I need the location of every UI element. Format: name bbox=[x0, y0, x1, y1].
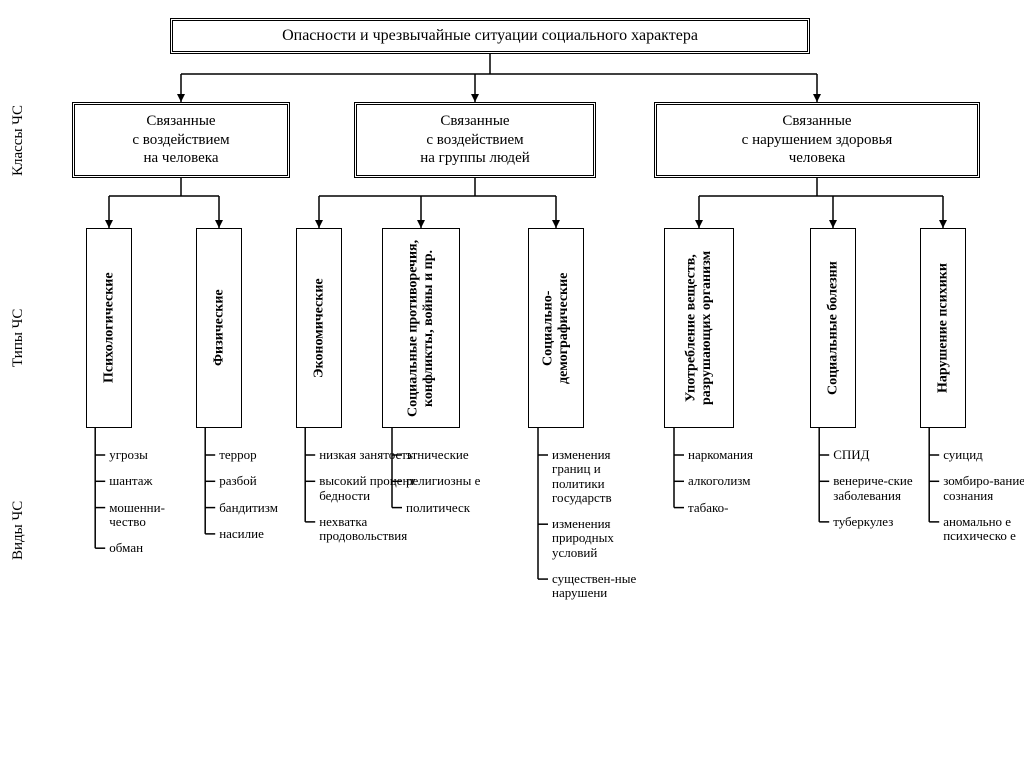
kind-t7-0: СПИД bbox=[833, 448, 929, 462]
kind-t4-1: религиозны е bbox=[406, 474, 494, 488]
kind-t2-3: насилие bbox=[219, 527, 297, 541]
kind-t6-2: табако- bbox=[688, 501, 776, 515]
kind-t1-1: шантаж bbox=[109, 474, 187, 488]
side-label-types: Типы ЧС bbox=[10, 278, 27, 398]
kind-t6-0: наркомания bbox=[688, 448, 776, 462]
type-box-t8: Нарушение психики bbox=[920, 228, 966, 428]
kind-t4-0: этнические bbox=[406, 448, 494, 462]
kind-t2-2: бандитизм bbox=[219, 501, 297, 515]
type-label-t6: Употребление веществ, разрушающих органи… bbox=[684, 235, 715, 421]
side-label-classes: Классы ЧС bbox=[10, 95, 27, 185]
kind-t1-0: угрозы bbox=[109, 448, 187, 462]
kind-t3-0: низкая занятость bbox=[319, 448, 419, 462]
class-box-c1: Связанныес воздействиемна человека bbox=[72, 102, 290, 178]
class-label-c1: Связанныес воздействиемна человека bbox=[132, 112, 229, 168]
kind-t8-0: суицид bbox=[943, 448, 1024, 462]
type-box-t5: Социально-демографические bbox=[528, 228, 584, 428]
diagram-title: Опасности и чрезвычайные ситуации социал… bbox=[282, 27, 698, 45]
kind-t7-2: туберкулез bbox=[833, 515, 929, 529]
type-label-t7: Социальные болезни bbox=[825, 261, 840, 395]
kind-t1-3: обман bbox=[109, 541, 187, 555]
kind-t8-1: зомбиро-вание сознания bbox=[943, 474, 1024, 503]
kind-t3-2: нехватка продовольствия bbox=[319, 515, 419, 544]
type-label-t8: Нарушение психики bbox=[935, 263, 950, 393]
kind-t2-0: террор bbox=[219, 448, 297, 462]
class-box-c2: Связанныес воздействиемна группы людей bbox=[354, 102, 596, 178]
kind-t4-2: политическ bbox=[406, 501, 494, 515]
type-label-t3: Экономические bbox=[311, 278, 326, 378]
kind-t7-1: венериче-ские заболевания bbox=[833, 474, 929, 503]
type-box-t2: Физические bbox=[196, 228, 242, 428]
kind-t6-1: алкоголизм bbox=[688, 474, 776, 488]
type-label-t4: Социальные противоречия, конфликты, войн… bbox=[406, 235, 437, 421]
class-label-c2: Связанныес воздействиемна группы людей bbox=[420, 112, 530, 168]
type-label-t2: Физические bbox=[211, 290, 226, 367]
type-box-t6: Употребление веществ, разрушающих органи… bbox=[664, 228, 734, 428]
kind-t5-2: существен-ные нарушени bbox=[552, 572, 648, 601]
kind-t1-2: мошенни- чество bbox=[109, 501, 187, 530]
kind-t8-2: аномально е психическо е bbox=[943, 515, 1024, 544]
type-box-t1: Психологические bbox=[86, 228, 132, 428]
type-box-t4: Социальные противоречия, конфликты, войн… bbox=[382, 228, 460, 428]
side-label-kinds: Виды ЧС bbox=[10, 470, 27, 590]
kind-t2-1: разбой bbox=[219, 474, 297, 488]
class-box-c3: Связанныес нарушением здоровьячеловека bbox=[654, 102, 980, 178]
title-box: Опасности и чрезвычайные ситуации социал… bbox=[170, 18, 810, 54]
kind-t3-1: высокий процент бедности bbox=[319, 474, 419, 503]
kind-t5-0: изменения границ и политики государств bbox=[552, 448, 648, 505]
type-box-t7: Социальные болезни bbox=[810, 228, 856, 428]
type-box-t3: Экономические bbox=[296, 228, 342, 428]
type-label-t1: Психологические bbox=[101, 273, 116, 384]
class-label-c3: Связанныес нарушением здоровьячеловека bbox=[742, 112, 893, 168]
kind-t5-1: изменения природных условий bbox=[552, 517, 648, 560]
type-label-t5: Социально-демографические bbox=[541, 235, 572, 421]
